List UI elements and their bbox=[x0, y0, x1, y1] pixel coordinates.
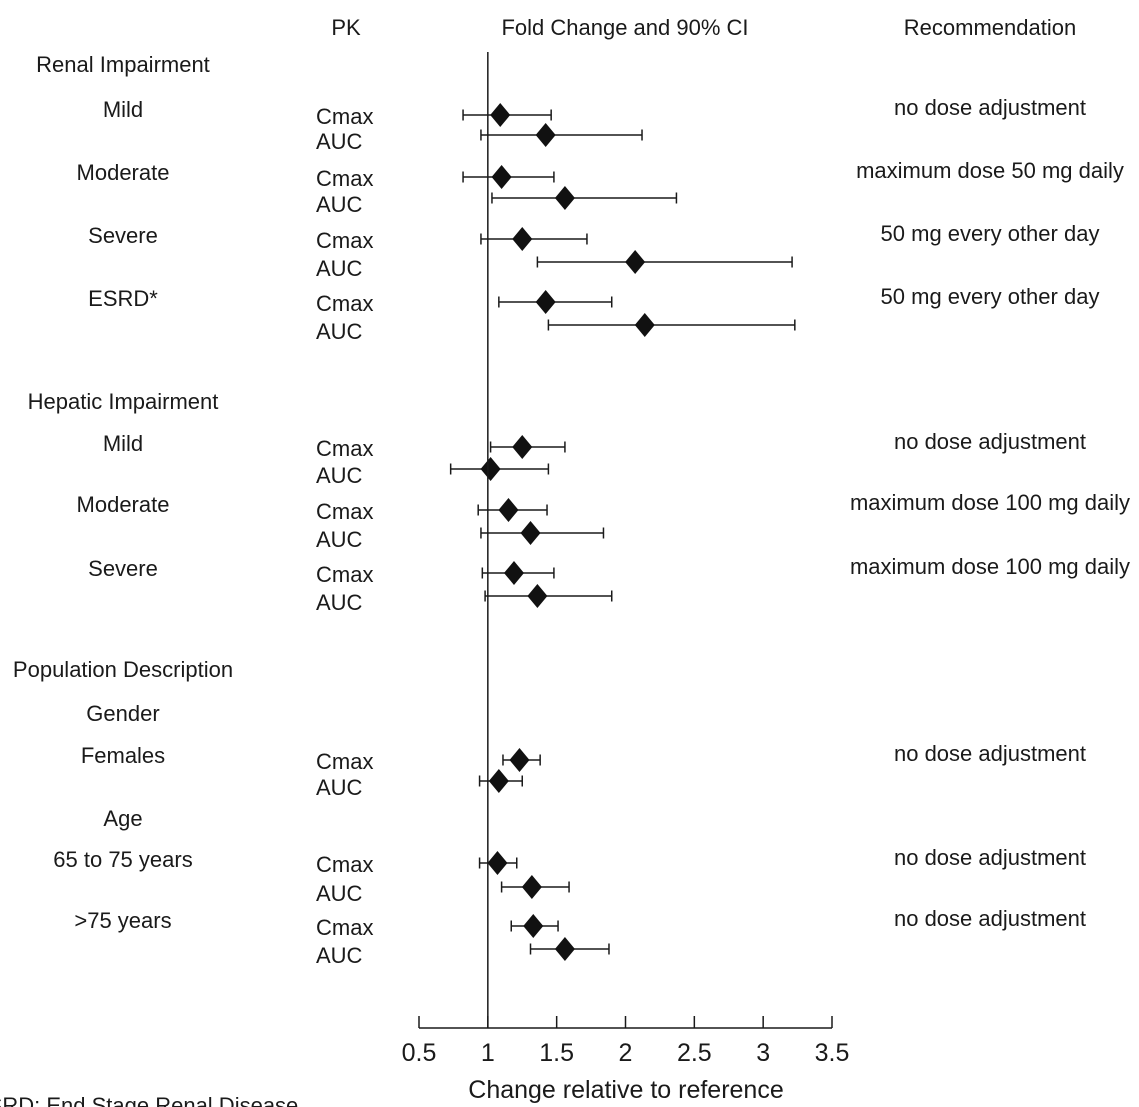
pk-label-cmax: Cmax bbox=[316, 436, 373, 461]
recommendation-text: no dose adjustment bbox=[894, 906, 1086, 931]
group-label: ESRD* bbox=[88, 286, 158, 311]
point-estimate-diamond bbox=[625, 250, 646, 274]
recommendation-text: 50 mg every other day bbox=[881, 221, 1100, 246]
x-axis: 0.5 1 1.5 2 2.5 3 3.5 bbox=[402, 1016, 850, 1067]
recommendation-text: no dose adjustment bbox=[894, 429, 1086, 454]
recommendation-text: no dose adjustment bbox=[894, 845, 1086, 870]
point-estimate-diamond bbox=[523, 914, 544, 938]
group-label: Age bbox=[103, 806, 142, 831]
pk-label-cmax: Cmax bbox=[316, 228, 373, 253]
section-title: Population Description bbox=[13, 657, 233, 682]
point-estimate-diamond bbox=[634, 313, 655, 337]
pk-label-cmax: Cmax bbox=[316, 166, 373, 191]
pk-label-auc: AUC bbox=[316, 319, 363, 344]
point-estimate-diamond bbox=[480, 457, 501, 481]
pk-label-auc: AUC bbox=[316, 192, 363, 217]
point-estimate-diamond bbox=[520, 521, 541, 545]
point-estimate-diamond bbox=[554, 186, 575, 210]
group-label: Moderate bbox=[77, 160, 170, 185]
group-label: Severe bbox=[88, 223, 158, 248]
pk-label-auc: AUC bbox=[316, 881, 363, 906]
recommendation-text: maximum dose 100 mg daily bbox=[850, 554, 1130, 579]
pk-label-cmax: Cmax bbox=[316, 499, 373, 524]
group-label: Gender bbox=[86, 701, 159, 726]
x-tick-label: 2 bbox=[619, 1039, 633, 1067]
point-estimate-diamond bbox=[488, 769, 509, 793]
header-recommendation: Recommendation bbox=[904, 15, 1076, 40]
group-label: >75 years bbox=[74, 908, 171, 933]
x-tick-label: 1.5 bbox=[539, 1039, 574, 1067]
x-tick-label: 1 bbox=[481, 1039, 495, 1067]
recommendation-text: no dose adjustment bbox=[894, 95, 1086, 120]
pk-label-auc: AUC bbox=[316, 775, 363, 800]
point-estimate-diamond bbox=[554, 937, 575, 961]
point-estimate-diamond bbox=[498, 498, 519, 522]
x-tick-label: 3.5 bbox=[815, 1039, 850, 1067]
pk-label-auc: AUC bbox=[316, 943, 363, 968]
group-label: Mild bbox=[103, 431, 143, 456]
point-estimate-diamond bbox=[535, 290, 556, 314]
group-label: Mild bbox=[103, 97, 143, 122]
section-title: Hepatic Impairment bbox=[28, 389, 219, 414]
pk-label-cmax: Cmax bbox=[316, 749, 373, 774]
group-label: 65 to 75 years bbox=[53, 847, 192, 872]
recommendation-text: maximum dose 50 mg daily bbox=[856, 158, 1124, 183]
point-estimate-diamond bbox=[503, 561, 524, 585]
x-tick-label: 3 bbox=[756, 1039, 770, 1067]
point-estimate-diamond bbox=[512, 227, 533, 251]
pk-label-cmax: Cmax bbox=[316, 852, 373, 877]
point-estimate-diamond bbox=[509, 748, 530, 772]
recommendation-text: 50 mg every other day bbox=[881, 284, 1100, 309]
plot-rows: Renal Impairment Mild no dose adjustment Cm… bbox=[13, 52, 1130, 968]
pk-label-auc: AUC bbox=[316, 590, 363, 615]
point-estimate-diamond bbox=[521, 875, 542, 899]
group-label: Females bbox=[81, 743, 165, 768]
group-label: Severe bbox=[88, 556, 158, 581]
point-estimate-diamond bbox=[527, 584, 548, 608]
header-fold-change: Fold Change and 90% CI bbox=[501, 15, 748, 40]
pk-label-auc: AUC bbox=[316, 527, 363, 552]
pk-label-cmax: Cmax bbox=[316, 104, 373, 129]
pk-label-cmax: Cmax bbox=[316, 562, 373, 587]
pk-label-cmax: Cmax bbox=[316, 915, 373, 940]
footnote: ESRD: End Stage Renal Disease bbox=[0, 1093, 298, 1107]
pk-label-auc: AUC bbox=[316, 129, 363, 154]
x-axis-title: Change relative to reference bbox=[468, 1076, 783, 1104]
point-estimate-diamond bbox=[491, 165, 512, 189]
header-pk: PK bbox=[331, 15, 361, 40]
x-tick-label: 2.5 bbox=[677, 1039, 712, 1067]
section-title: Renal Impairment bbox=[36, 52, 210, 77]
point-estimate-diamond bbox=[487, 851, 508, 875]
pk-label-auc: AUC bbox=[316, 256, 363, 281]
recommendation-text: no dose adjustment bbox=[894, 741, 1086, 766]
group-label: Moderate bbox=[77, 492, 170, 517]
point-estimate-diamond bbox=[490, 103, 511, 127]
pk-label-auc: AUC bbox=[316, 463, 363, 488]
recommendation-text: maximum dose 100 mg daily bbox=[850, 490, 1130, 515]
pk-label-cmax: Cmax bbox=[316, 291, 373, 316]
x-tick-label: 0.5 bbox=[402, 1039, 437, 1067]
point-estimate-diamond bbox=[535, 123, 556, 147]
point-estimate-diamond bbox=[512, 435, 533, 459]
